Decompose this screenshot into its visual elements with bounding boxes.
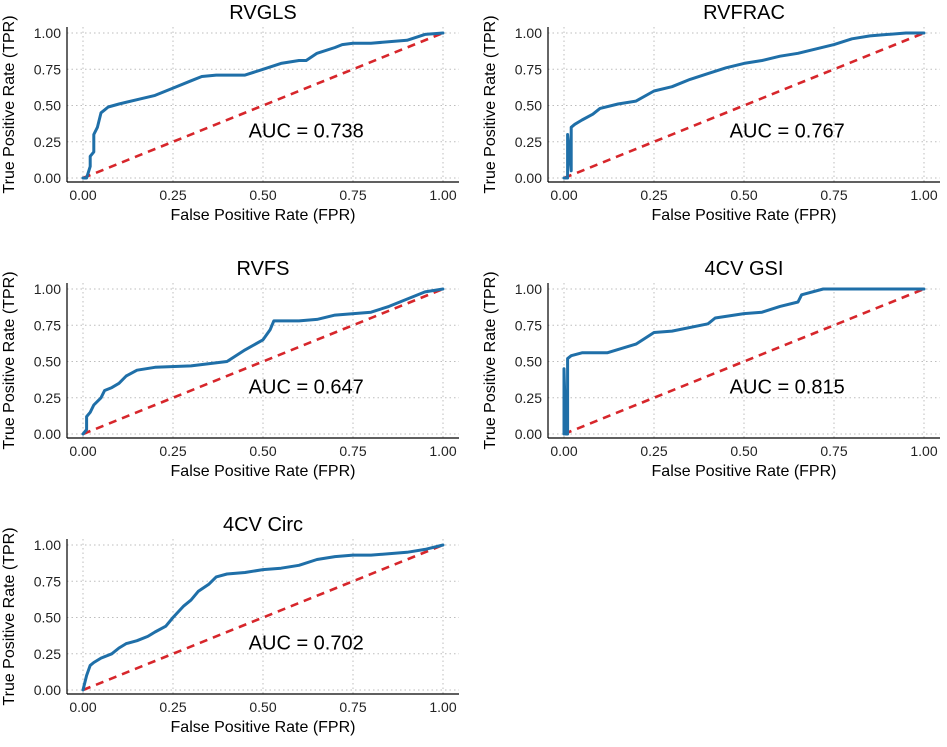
roc-panel-4: 0.00 0.25 0.50 0.75 1.00 0.00 0.25 0.50 0.75 1.00… (482, 258, 940, 480)
grid (67, 283, 459, 438)
chart-title: 4CV GSI (705, 258, 784, 280)
chance-diagonal-line (82, 543, 444, 692)
chart-title: RVFS (237, 258, 290, 280)
x-tick-label: 0.00 (69, 699, 96, 715)
y-tick-label: 0.25 (34, 390, 61, 406)
y-tick-label: 0.50 (515, 98, 542, 114)
y-tick-label: 0.00 (34, 170, 61, 186)
x-tick-label: 0.75 (820, 187, 847, 203)
auc-annotation: AUC = 0.738 (249, 120, 364, 142)
y-tick-label: 1.00 (34, 281, 61, 297)
x-tick-label: 0.75 (339, 443, 366, 459)
y-tick-label: 0.75 (515, 317, 542, 333)
roc-curve-line (562, 31, 926, 180)
x-axis-title: False Positive Rate (FPR) (171, 207, 356, 224)
roc-panel-2: 0.00 0.25 0.50 0.75 1.00 0.00 0.25 0.50 0.75 1.00… (482, 2, 940, 224)
y-axis-title: True Positive Rate (TPR) (482, 271, 499, 449)
x-tick-label: 0.00 (550, 187, 577, 203)
grid (548, 27, 940, 182)
y-tick-label: 0.00 (34, 682, 61, 698)
x-tick-label: 1.00 (910, 443, 937, 459)
y-tick-label: 1.00 (515, 281, 542, 297)
y-tick-label: 1.00 (34, 25, 61, 41)
grid (67, 27, 459, 182)
chart-title: 4CV Circ (223, 514, 303, 536)
x-tick-label: 0.50 (249, 443, 276, 459)
y-tick-label: 0.75 (34, 61, 61, 77)
x-tick-label: 0.50 (249, 187, 276, 203)
roc-curve-line (81, 543, 445, 692)
roc-curve-line (562, 287, 926, 436)
x-tick-label: 1.00 (910, 187, 937, 203)
y-tick-label: 0.75 (34, 317, 61, 333)
y-axis-title: True Positive Rate (TPR) (1, 15, 18, 193)
grid (548, 283, 940, 438)
y-tick-label: 0.50 (515, 354, 542, 370)
chance-diagonal-line (563, 287, 925, 436)
x-tick-label: 0.00 (550, 443, 577, 459)
auc-annotation: AUC = 0.702 (249, 632, 364, 654)
roc-panel-5: 0.00 0.25 0.50 0.75 1.00 0.00 0.25 0.50 0.75 1.00… (1, 514, 459, 736)
x-tick-label: 0.25 (159, 699, 186, 715)
y-axis-title: True Positive Rate (TPR) (1, 271, 18, 449)
y-tick-label: 0.00 (515, 426, 542, 442)
x-tick-label: 0.50 (249, 699, 276, 715)
y-tick-label: 0.50 (34, 98, 61, 114)
x-tick-label: 0.25 (640, 443, 667, 459)
chance-diagonal-line (563, 31, 925, 180)
roc-panel-3: 0.00 0.25 0.50 0.75 1.00 0.00 0.25 0.50 0.75 1.00… (1, 258, 459, 480)
y-tick-label: 0.25 (515, 134, 542, 150)
y-tick-label: 0.25 (34, 134, 61, 150)
roc-curve-line (81, 287, 445, 436)
y-tick-label: 0.25 (34, 646, 61, 662)
y-tick-label: 0.00 (34, 426, 61, 442)
y-tick-label: 0.50 (34, 610, 61, 626)
chance-diagonal-line (82, 287, 444, 436)
x-axis-title: False Positive Rate (FPR) (652, 207, 837, 224)
y-tick-label: 0.50 (34, 354, 61, 370)
auc-annotation: AUC = 0.647 (249, 376, 364, 398)
y-tick-label: 1.00 (34, 537, 61, 553)
roc-curve-line (81, 31, 445, 180)
x-tick-label: 0.25 (159, 443, 186, 459)
y-tick-label: 1.00 (515, 25, 542, 41)
x-tick-label: 0.75 (820, 443, 847, 459)
x-tick-label: 0.25 (159, 187, 186, 203)
x-tick-label: 0.75 (339, 187, 366, 203)
y-tick-label: 0.75 (515, 61, 542, 77)
y-axis-title: True Positive Rate (TPR) (482, 15, 499, 193)
roc-panel-1: 0.00 0.25 0.50 0.75 1.00 0.00 0.25 0.50 0.75 1.00… (1, 2, 459, 224)
x-axis-title: False Positive Rate (FPR) (171, 719, 356, 736)
y-axis-title: True Positive Rate (TPR) (1, 527, 18, 705)
y-tick-label: 0.00 (515, 170, 542, 186)
chart-title: RVFRAC (703, 2, 785, 24)
x-axis-title: False Positive Rate (FPR) (171, 463, 356, 480)
auc-annotation: AUC = 0.767 (730, 120, 845, 142)
x-tick-label: 0.25 (640, 187, 667, 203)
chance-diagonal-line (82, 31, 444, 180)
x-tick-label: 0.50 (730, 187, 757, 203)
x-tick-label: 0.00 (69, 187, 96, 203)
x-tick-label: 1.00 (429, 699, 456, 715)
chart-title: RVGLS (229, 2, 296, 24)
x-tick-label: 0.75 (339, 699, 366, 715)
x-tick-label: 1.00 (429, 187, 456, 203)
x-tick-label: 1.00 (429, 443, 456, 459)
x-tick-label: 0.00 (69, 443, 96, 459)
auc-annotation: AUC = 0.815 (730, 376, 845, 398)
y-tick-label: 0.75 (34, 573, 61, 589)
x-axis-title: False Positive Rate (FPR) (652, 463, 837, 480)
y-tick-label: 0.25 (515, 390, 542, 406)
x-tick-label: 0.50 (730, 443, 757, 459)
